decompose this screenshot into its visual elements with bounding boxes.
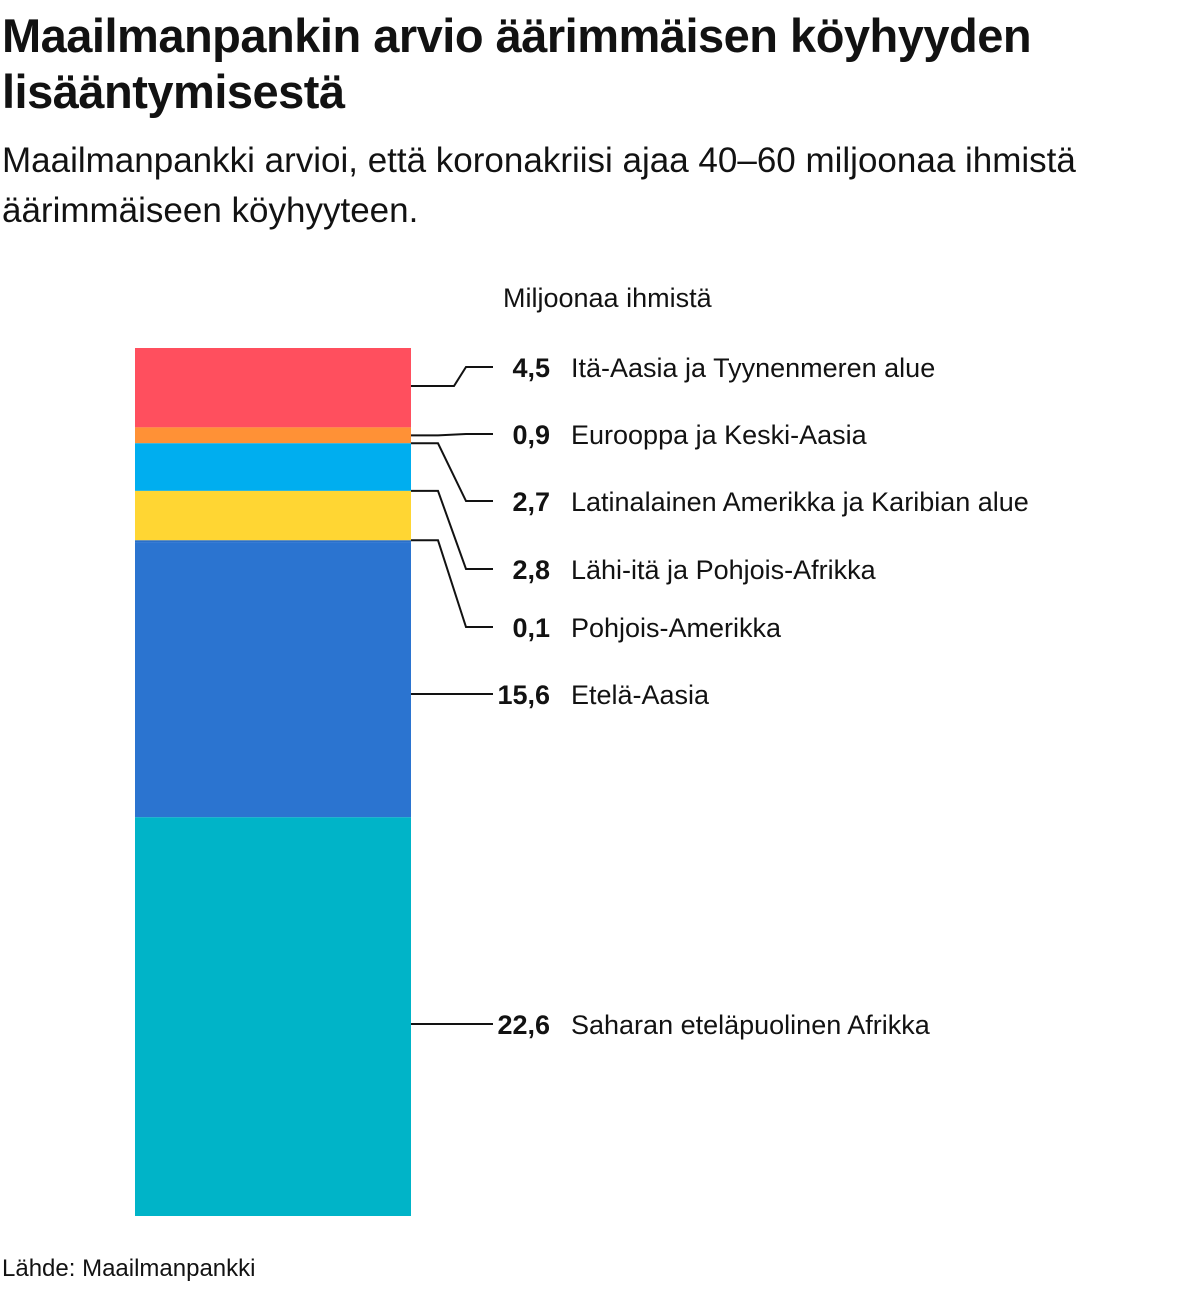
category-label-3: Latinalainen Amerikka ja Karibian alue xyxy=(571,487,1029,517)
chart-title: Maailmanpankin arvio äärimmäisen köyhyyd… xyxy=(2,9,1032,118)
value-label-3: 2,7 xyxy=(512,487,550,517)
leader-line-2 xyxy=(411,433,493,437)
value-label-6: 15,6 xyxy=(497,680,550,710)
segment-1 xyxy=(135,348,411,428)
stacked-bar-chart: 4,5 Itä-Aasia ja Tyynenmeren alue 0,9 Euroo… xyxy=(135,348,1029,1216)
segment-2 xyxy=(135,427,411,444)
unit-label: Miljoonaa ihmistä xyxy=(503,283,712,313)
segment-4 xyxy=(135,490,411,541)
leader-line-5 xyxy=(411,539,493,628)
value-label-7: 22,6 xyxy=(497,1010,550,1040)
category-label-7: Saharan eteläpuolinen Afrikka xyxy=(571,1010,931,1040)
category-label-1: Itä-Aasia ja Tyynenmeren alue xyxy=(571,353,935,383)
segment-7 xyxy=(135,817,411,1216)
segment-5 xyxy=(135,540,411,543)
value-label-4: 2,8 xyxy=(512,555,550,585)
chart-subtitle: Maailmanpankki arvioi, että koronakriisi… xyxy=(2,141,1076,230)
segment-3 xyxy=(135,443,411,491)
leader-line-4 xyxy=(411,489,493,570)
source-note: Lähde: Maailmanpankki xyxy=(2,1255,256,1282)
segment-6 xyxy=(135,542,411,818)
leader-line-3 xyxy=(411,442,493,502)
value-label-1: 4,5 xyxy=(512,353,550,383)
value-label-2: 0,9 xyxy=(512,420,550,450)
leader-line-1 xyxy=(411,366,493,387)
category-label-4: Lähi-itä ja Pohjois-Afrikka xyxy=(571,555,877,585)
value-label-5: 0,1 xyxy=(512,613,550,643)
category-label-6: Etelä-Aasia xyxy=(571,680,710,710)
category-label-5: Pohjois-Amerikka xyxy=(571,613,782,643)
category-label-2: Eurooppa ja Keski-Aasia xyxy=(571,420,868,450)
